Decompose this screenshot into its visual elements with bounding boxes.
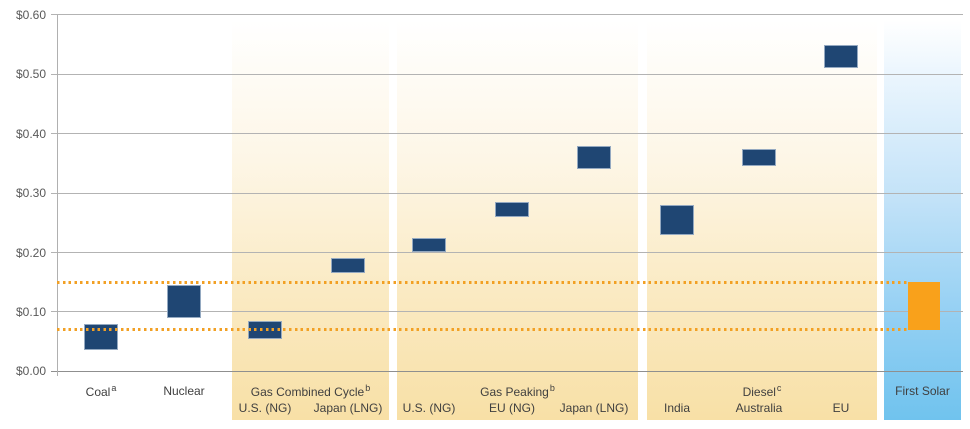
bar-first-solar	[908, 282, 940, 330]
subcategory-label-gp-japan-lng-text: Japan (LNG)	[559, 401, 629, 415]
subcategory-label-gcc-us-ng: U.S. (NG)	[239, 401, 292, 415]
category-label-coal-text: Coal	[85, 385, 111, 399]
y-tick-label: $0.10	[15, 304, 46, 319]
group-label-gas-combined-cycle: Gas Combined Cycleb	[250, 383, 371, 400]
subcategory-label-diesel-india: India	[664, 401, 690, 415]
subcategory-label-diesel-australia: Australia	[736, 401, 783, 415]
bar-gp-us-ng	[412, 237, 446, 253]
bar-gp-eu-ng	[495, 202, 529, 217]
gridline	[51, 370, 963, 372]
subcategory-label-diesel-eu-text: EU	[832, 401, 850, 415]
subcategory-label-gp-us-ng-text: U.S. (NG)	[402, 401, 456, 415]
gridline	[51, 73, 963, 75]
subcategory-label-gcc-japan-lng: Japan (LNG)	[314, 401, 383, 415]
group-label-gas-peaking-footnote-marker: b	[549, 383, 555, 393]
gridline	[51, 133, 963, 135]
subcategory-label-diesel-india-text: India	[663, 401, 691, 415]
category-label-coal-footnote-marker: a	[111, 383, 117, 393]
group-label-gas-peaking-text: Gas Peaking	[480, 385, 549, 399]
y-tick-label: $0.40	[15, 126, 46, 141]
group-label-gas-combined-cycle-footnote-marker: b	[365, 383, 371, 393]
group-label-gas-peaking: Gas Peakingb	[480, 383, 555, 400]
bar-diesel-india	[660, 204, 694, 235]
y-tick-label: $0.00	[15, 364, 46, 379]
category-label-nuclear-text: Nuclear	[163, 384, 205, 398]
bar-nuclear	[167, 285, 201, 318]
y-tick-label: $0.20	[15, 245, 46, 260]
group-label-diesel-text: Diesel	[742, 385, 776, 399]
region-gas-combined-cycle	[232, 20, 389, 420]
subcategory-label-diesel-australia-text: Australia	[735, 401, 783, 415]
bar-gcc-japan-lng	[331, 258, 365, 274]
reference-line-upper	[57, 280, 908, 284]
subcategory-label-gp-eu-ng-text: EU (NG)	[489, 401, 535, 415]
subcategory-label-gp-us-ng: U.S. (NG)	[403, 401, 456, 415]
region-gas-peaking	[397, 20, 638, 420]
subcategory-label-gcc-japan-lng-text: Japan (LNG)	[313, 401, 383, 415]
group-label-first-solar: First Solar	[895, 384, 950, 398]
bar-diesel-australia	[742, 148, 776, 167]
category-label-coal: Coala	[85, 383, 117, 400]
y-tick-label: $0.60	[15, 7, 46, 22]
gridline	[51, 252, 963, 253]
gridline	[51, 14, 963, 16]
bar-diesel-eu	[824, 44, 858, 69]
category-label-nuclear: Nuclear	[163, 384, 204, 398]
reference-line-lower	[57, 328, 908, 332]
gridline	[51, 192, 963, 194]
region-first-solar	[884, 20, 961, 420]
y-tick-label: $0.30	[15, 186, 46, 201]
y-axis-line	[57, 15, 58, 376]
gridline	[51, 311, 963, 313]
group-label-diesel-footnote-marker: c	[776, 383, 782, 393]
group-label-first-solar-text: First Solar	[895, 384, 950, 398]
group-label-gas-combined-cycle-text: Gas Combined Cycle	[250, 385, 365, 399]
subcategory-label-diesel-eu: EU	[833, 401, 850, 415]
group-label-diesel: Dieselc	[742, 383, 782, 400]
subcategory-label-gcc-us-ng-text: U.S. (NG)	[238, 401, 292, 415]
subcategory-label-gp-eu-ng: EU (NG)	[489, 401, 535, 415]
y-tick-label: $0.50	[15, 67, 46, 82]
subcategory-label-gp-japan-lng: Japan (LNG)	[560, 401, 629, 415]
bar-gp-japan-lng	[577, 145, 611, 170]
